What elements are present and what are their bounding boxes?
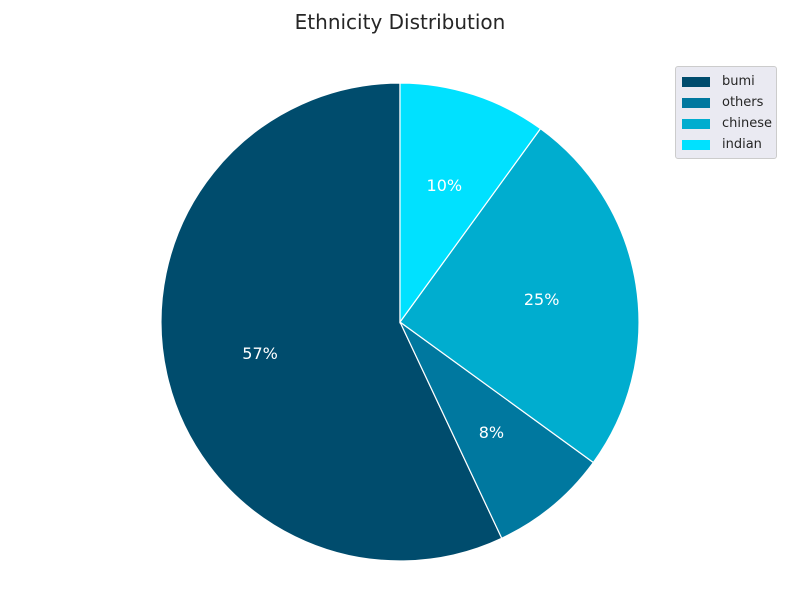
- legend-swatch: [682, 97, 710, 108]
- legend-label: indian: [722, 137, 762, 152]
- legend-item-chinese: chinese: [680, 113, 776, 134]
- pie-slice-chinese: [399, 127, 640, 464]
- legend-swatch: [682, 118, 710, 129]
- legend-item-indian: indian: [680, 134, 776, 155]
- legend-swatch: [682, 76, 710, 87]
- legend: bumi others chinese indian: [675, 66, 777, 159]
- legend-item-others: others: [680, 92, 776, 113]
- legend-label: chinese: [722, 116, 773, 131]
- slice-label-others: 8%: [479, 423, 504, 442]
- legend-swatch: [682, 139, 710, 150]
- pie-slice-bumi: [160, 82, 503, 562]
- slice-label-bumi: 57%: [242, 344, 278, 363]
- pie-slice-indian: [399, 82, 542, 324]
- chart-title: Ethnicity Distribution: [294, 10, 506, 34]
- legend-label: others: [722, 95, 764, 110]
- pie-slice-others: [399, 321, 595, 540]
- slice-label-chinese: 25%: [524, 290, 560, 309]
- legend-label: bumi: [722, 74, 755, 89]
- slice-label-indian: 10%: [427, 176, 463, 195]
- legend-item-bumi: bumi: [680, 71, 776, 92]
